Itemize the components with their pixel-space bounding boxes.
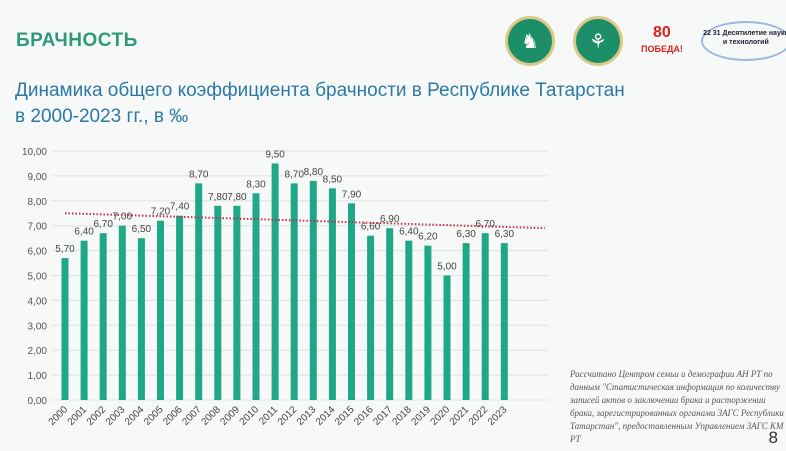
slide-title: БРАЧНОСТЬ: [16, 30, 138, 51]
bar: [118, 225, 126, 400]
page-number: 8: [768, 428, 778, 447]
bar: [176, 215, 184, 400]
bar: [367, 235, 375, 400]
data-label: 8,30: [246, 179, 266, 190]
x-tick-label: 2018: [390, 404, 414, 428]
x-tick-label: 2016: [352, 404, 376, 428]
y-tick-label: 7,00: [28, 222, 48, 233]
bar: [271, 163, 279, 400]
bar: [252, 193, 260, 400]
x-tick-label: 2010: [238, 404, 262, 428]
bar: [348, 203, 355, 400]
y-tick-label: 10,00: [22, 147, 47, 158]
subtitle-line-1: Динамика общего коэффициента брачности в…: [15, 80, 625, 101]
chart-subtitle: Динамика общего коэффициента брачности в…: [15, 78, 625, 130]
x-tick-label: 2022: [467, 404, 491, 428]
data-label: 6,20: [418, 232, 438, 243]
x-tick-label: 2011: [257, 404, 280, 427]
bar: [443, 275, 451, 400]
bar: [462, 243, 470, 400]
x-tick-label: 2000: [47, 404, 71, 428]
data-label: 6,40: [74, 227, 94, 238]
bar: [61, 258, 69, 400]
x-tick-label: 2014: [314, 404, 338, 428]
data-label: 6,30: [456, 229, 476, 240]
bar: [424, 245, 432, 400]
data-label: 8,50: [323, 174, 343, 185]
data-label: 6,60: [361, 222, 381, 233]
bar: [500, 243, 508, 400]
data-label: 7,80: [227, 192, 247, 203]
data-label: 7,20: [151, 207, 171, 218]
data-label: 7,00: [113, 212, 133, 223]
x-tick-label: 2006: [161, 404, 185, 428]
x-tick-label: 2004: [123, 404, 147, 428]
x-tick-label: 2021: [448, 404, 472, 428]
bar: [290, 183, 298, 400]
bar: [328, 188, 336, 400]
data-label: 9,50: [265, 149, 285, 160]
bar: [99, 233, 107, 400]
pobeda-80-logo: 80 ПОБЕДА!: [641, 24, 683, 55]
data-label: 6,50: [132, 224, 152, 235]
data-label: 6,70: [93, 219, 113, 230]
x-tick-label: 2017: [371, 404, 395, 428]
y-tick-label: 2,00: [28, 346, 48, 357]
x-tick-label: 2003: [104, 404, 128, 428]
x-tick-label: 2002: [85, 404, 109, 428]
x-tick-label: 2007: [180, 404, 204, 428]
data-label: 6,40: [399, 227, 419, 238]
data-label: 7,80: [208, 192, 228, 203]
x-tick-label: 2005: [142, 404, 166, 428]
data-label: 8,70: [189, 169, 209, 180]
y-tick-label: 6,00: [28, 247, 48, 258]
bar: [481, 233, 489, 400]
data-label: 6,30: [495, 229, 515, 240]
bar: [405, 240, 413, 400]
y-tick-label: 3,00: [28, 321, 48, 332]
y-tick-label: 1,00: [28, 371, 48, 382]
bar: [80, 240, 88, 400]
data-label: 5,00: [437, 262, 457, 273]
data-label: 7,90: [342, 189, 362, 200]
bar: [233, 205, 241, 400]
bar: [195, 183, 203, 400]
bar: [137, 238, 145, 400]
x-tick-label: 2023: [486, 404, 510, 428]
x-tick-label: 2001: [66, 404, 90, 428]
decade-of-science-logo: 22 31 Десятилетие науки и технологий: [700, 21, 786, 61]
x-tick-label: 2009: [219, 404, 243, 428]
x-tick-label: 2012: [276, 404, 300, 428]
y-tick-label: 8,00: [28, 197, 48, 208]
bar: [214, 205, 222, 400]
trendline: [64, 212, 546, 230]
logos: ♞ ⚘ 80 ПОБЕДА! 22 31 Десятилетие науки и …: [505, 16, 786, 66]
y-tick-label: 4,00: [28, 296, 48, 307]
data-label: 5,70: [55, 244, 75, 255]
data-label: 8,80: [304, 167, 324, 178]
y-tick-label: 5,00: [28, 272, 48, 283]
data-label: 8,70: [284, 169, 304, 180]
bar: [386, 228, 394, 400]
data-label: 6,90: [380, 214, 400, 225]
bar: [157, 220, 164, 400]
x-tick-label: 2013: [295, 404, 319, 428]
footnote: Рассчитано Центром семьи и демографии АН…: [570, 369, 784, 444]
subtitle-line-2: в 2000-2023 гг., в ‰: [15, 106, 189, 127]
data-label: 6,70: [475, 219, 495, 230]
tatarstan-emblem-logo: ♞: [505, 16, 555, 66]
x-tick-label: 2020: [429, 404, 453, 428]
data-label: 7,40: [170, 202, 190, 213]
family-center-logo: ⚘: [573, 16, 623, 66]
x-tick-label: 2008: [199, 404, 223, 428]
x-tick-label: 2019: [410, 404, 434, 428]
x-tick-label: 2015: [333, 404, 357, 428]
bar: [309, 180, 317, 400]
y-tick-label: 9,00: [28, 172, 48, 183]
y-tick-label: 0,00: [28, 396, 48, 407]
